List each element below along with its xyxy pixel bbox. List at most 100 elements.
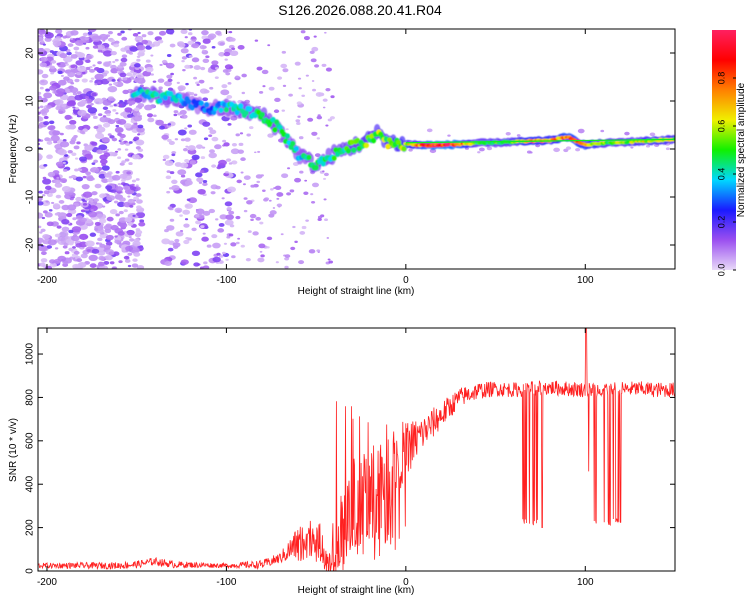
spectral-blob [282, 68, 289, 73]
spectral-blob [189, 160, 197, 165]
spectral-blob [38, 91, 42, 95]
spectral-blob [173, 245, 179, 249]
spectral-blob [70, 54, 78, 59]
spectral-blob [256, 180, 261, 184]
spectral-blob [275, 261, 279, 264]
spectral-blob [80, 99, 88, 105]
spectral-blob [88, 211, 98, 218]
spectral-blob [135, 139, 145, 146]
spectral-blob [223, 142, 230, 147]
spectral-blob [104, 228, 112, 234]
spectral-blob [117, 32, 122, 36]
spectral-blob [258, 90, 264, 94]
spectral-blob [316, 137, 321, 140]
spectral-blob [304, 179, 308, 182]
spectral-blob [79, 130, 85, 134]
spectral-blob [600, 129, 605, 133]
spectral-blob [83, 42, 87, 45]
spectral-blob [82, 149, 88, 153]
spectral-blob [141, 34, 147, 38]
spectral-blob [115, 213, 120, 217]
spectral-blob [187, 124, 193, 128]
spectral-blob [505, 132, 511, 136]
spectral-blob [38, 29, 47, 35]
spectral-blob [182, 209, 191, 215]
spectral-blob [200, 225, 205, 229]
spectrogram-y-label: Frequency (Hz) [8, 115, 19, 184]
spectral-blob [188, 197, 198, 204]
spectral-blob [133, 196, 140, 201]
spectral-blob [82, 32, 89, 37]
spectral-blob [197, 263, 201, 266]
spectral-blob [146, 113, 154, 118]
snr-x-axis: -200 -100 0 100 [37, 328, 594, 588]
spectral-blob [114, 40, 120, 45]
spectral-blob [408, 148, 413, 152]
spectral-blob [158, 86, 163, 90]
spectral-blob [171, 185, 180, 191]
spectral-blob [67, 149, 73, 154]
spectral-blob [46, 154, 53, 160]
spectral-blob [101, 178, 109, 184]
spectral-blob [118, 210, 124, 215]
spectral-blob [42, 176, 47, 180]
spectral-blob [125, 49, 132, 54]
spectral-blob [327, 258, 331, 261]
spec-x-tick-label: 0 [403, 275, 409, 286]
spectral-blob [85, 55, 93, 60]
spectral-blob [57, 255, 67, 262]
spectral-blob [73, 250, 80, 255]
spectral-blob [38, 196, 43, 202]
spectral-blob [296, 121, 301, 125]
spectral-blob [59, 178, 68, 183]
ridge-point [204, 101, 210, 108]
spectral-blob [52, 203, 61, 209]
spectral-blob [202, 121, 211, 127]
spectral-blob [110, 68, 119, 74]
spectral-blob [39, 262, 46, 267]
spectral-blob [305, 74, 309, 77]
spectral-blob [86, 104, 92, 109]
spectral-blob [221, 84, 228, 89]
spectral-blob [107, 30, 114, 35]
spectral-blob [284, 254, 291, 258]
spectral-blob [258, 243, 266, 249]
spectral-blob [329, 116, 335, 120]
spectral-blob [39, 62, 47, 68]
spectral-blob [94, 83, 98, 86]
spectral-blob [322, 106, 326, 109]
spectral-blob [237, 237, 241, 240]
spectral-blob [125, 245, 134, 252]
spectral-blob [86, 176, 95, 182]
spectral-blob [330, 95, 335, 99]
spectral-blob [294, 240, 298, 243]
spectral-blob [280, 63, 288, 69]
spectral-blob [82, 191, 93, 198]
spectral-blob [85, 46, 90, 50]
spectral-blob [214, 67, 219, 70]
ridge-point [331, 155, 337, 161]
ridge-point [218, 107, 224, 113]
spectral-blob [117, 118, 127, 125]
spectral-blob [152, 114, 157, 117]
spectral-blob [167, 247, 174, 252]
spectral-blob [219, 42, 225, 46]
spectral-blob [40, 258, 48, 263]
spectral-blob [38, 201, 44, 206]
spectral-blob [41, 216, 46, 220]
spectral-blob [97, 250, 106, 256]
spectral-blob [202, 49, 206, 52]
spectral-blob [246, 200, 253, 205]
spectral-blob [132, 214, 136, 217]
spectral-blob [199, 170, 205, 174]
spectral-blob [155, 119, 164, 126]
spectral-blob [240, 244, 245, 248]
spectral-blob [68, 229, 74, 234]
spectral-blob [231, 160, 238, 165]
ridge-point [177, 93, 183, 100]
spectral-blob [202, 210, 211, 216]
spectral-blob [111, 266, 117, 269]
spectral-blob [249, 126, 254, 130]
spectral-blob [103, 62, 111, 67]
spectral-blob [161, 59, 168, 64]
